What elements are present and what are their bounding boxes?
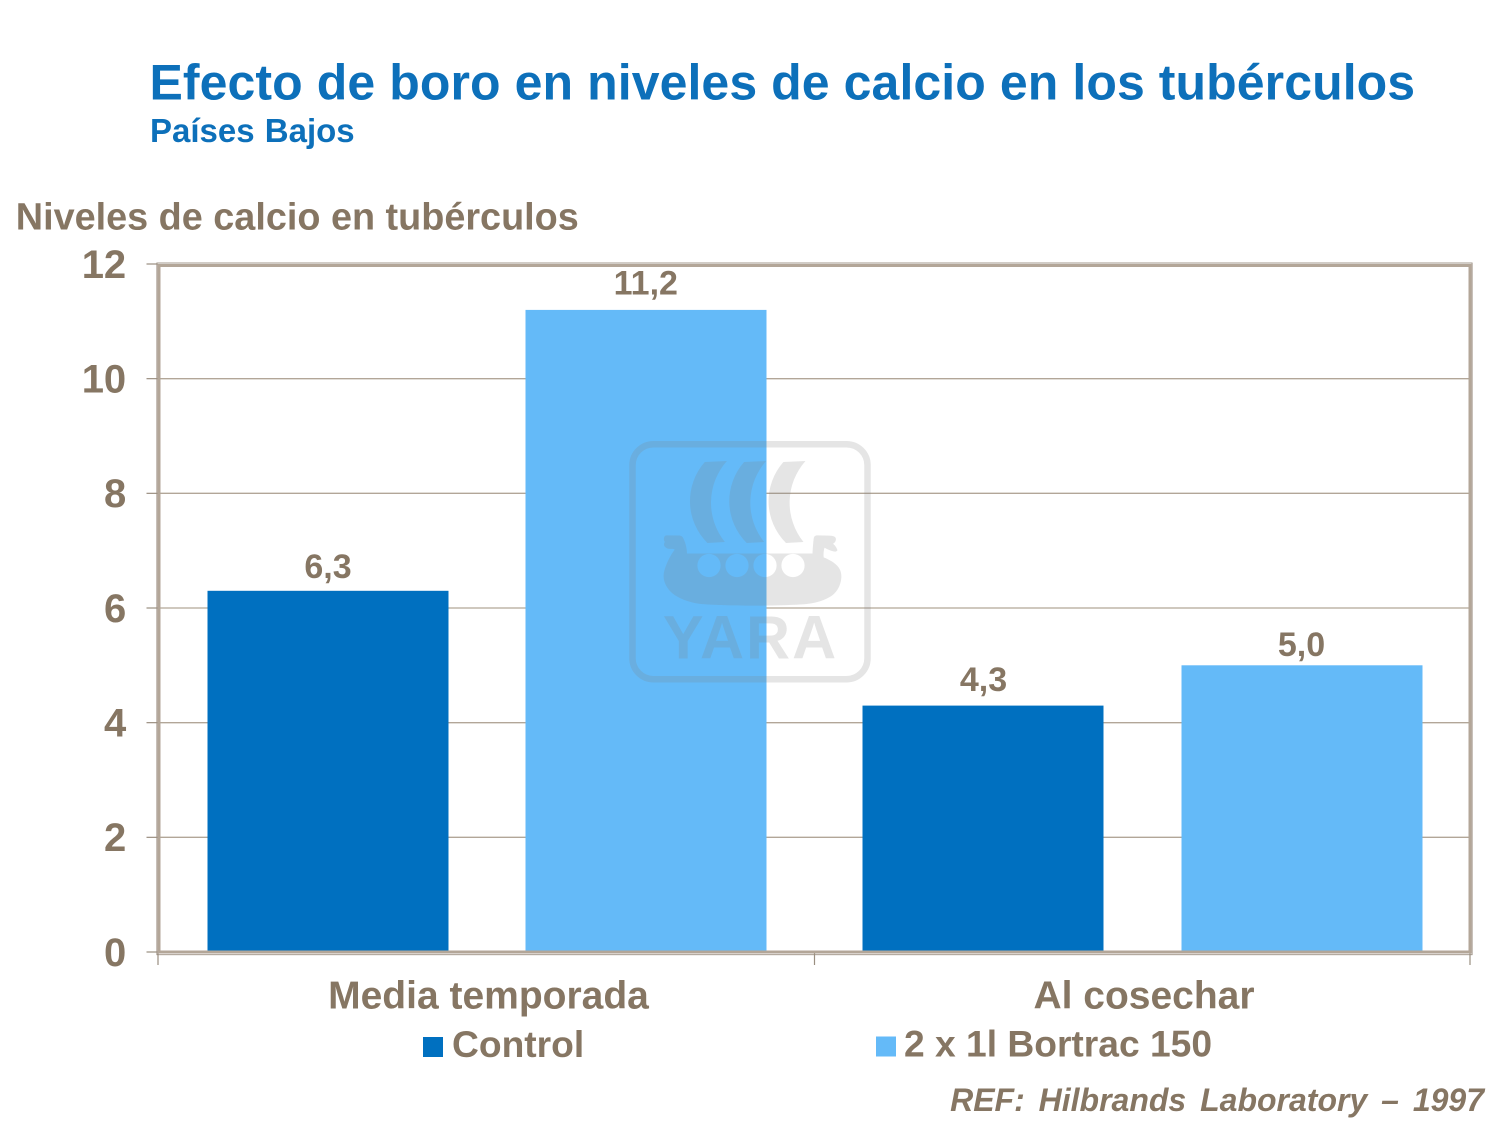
svg-text:2 x 1l Bortrac 150: 2 x 1l Bortrac 150 — [904, 1023, 1212, 1065]
svg-text:12: 12 — [82, 243, 127, 287]
svg-text:0: 0 — [104, 931, 126, 975]
svg-text:4,3: 4,3 — [960, 661, 1007, 699]
svg-text:10: 10 — [82, 358, 127, 402]
svg-text:11,2: 11,2 — [614, 265, 678, 303]
svg-text:YARA: YARA — [663, 604, 838, 672]
svg-text:4: 4 — [104, 702, 127, 746]
svg-text:REF: Hilbrands Laboratory – 19: REF: Hilbrands Laboratory – 1997 — [950, 1082, 1486, 1118]
svg-text:5,0: 5,0 — [1278, 626, 1325, 664]
svg-text:Media temporada: Media temporada — [328, 975, 649, 1018]
svg-text:6,3: 6,3 — [304, 548, 351, 586]
svg-text:8: 8 — [104, 472, 126, 516]
svg-text:Países Bajos: Países Bajos — [150, 112, 355, 149]
svg-text:6: 6 — [104, 587, 126, 631]
svg-text:Al cosechar: Al cosechar — [1033, 975, 1254, 1018]
svg-text:Efecto de boro en niveles de c: Efecto de boro en niveles de calcio en l… — [150, 55, 1416, 111]
svg-text:Niveles de calcio en tubérculo: Niveles de calcio en tubérculos — [16, 196, 579, 238]
svg-text:Control: Control — [452, 1023, 584, 1065]
svg-text:2: 2 — [104, 816, 126, 860]
